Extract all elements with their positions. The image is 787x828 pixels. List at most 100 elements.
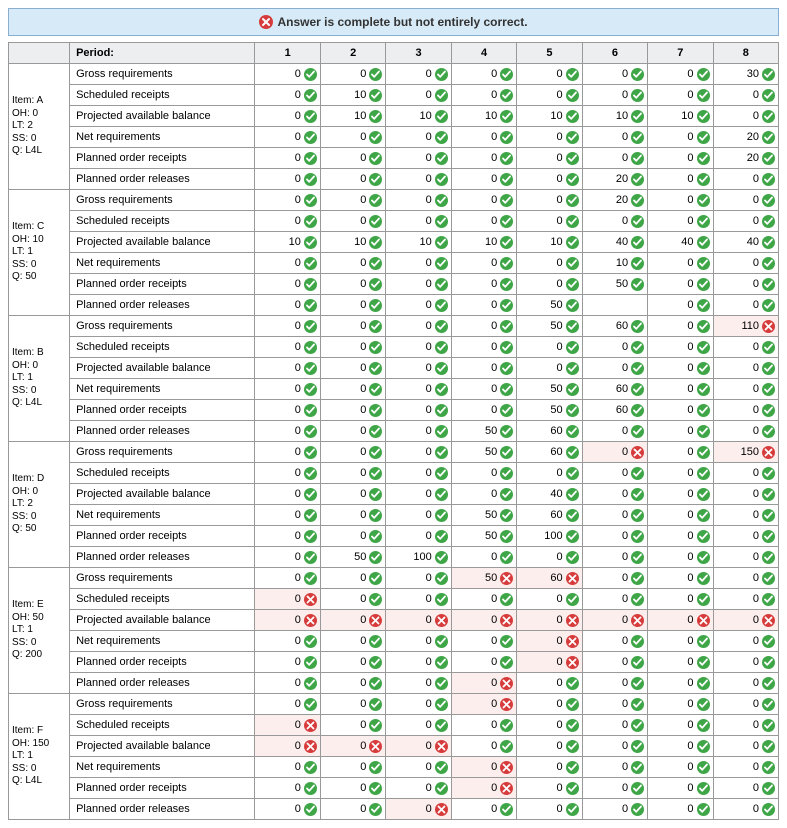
- value-number: 0: [360, 467, 366, 479]
- value-number: 0: [557, 740, 563, 752]
- value-cell: 0: [517, 358, 582, 379]
- value-cell: 0: [386, 148, 451, 169]
- error-icon: [259, 15, 273, 29]
- value-cell: 0: [451, 631, 516, 652]
- value-number: 0: [687, 278, 693, 290]
- check-icon: [631, 236, 644, 249]
- value-number: 0: [687, 404, 693, 416]
- value-cell: 0: [582, 673, 647, 694]
- value-number: 60: [550, 572, 562, 584]
- value-number: 0: [491, 299, 497, 311]
- check-icon: [304, 761, 317, 774]
- row-label: Scheduled receipts: [70, 85, 255, 106]
- check-icon: [566, 173, 579, 186]
- check-icon: [697, 572, 710, 585]
- value-number: 0: [426, 698, 432, 710]
- value-cell: 0: [255, 673, 320, 694]
- value-number: 0: [622, 572, 628, 584]
- value-number: 100: [544, 530, 562, 542]
- check-icon: [500, 740, 513, 753]
- value-cell: 0: [648, 316, 713, 337]
- value-number: 0: [426, 677, 432, 689]
- value-cell: 0: [386, 736, 451, 757]
- value-cell: 0: [320, 568, 385, 589]
- value-number: 0: [622, 740, 628, 752]
- table-row: Net requirements0005060000: [9, 505, 779, 526]
- value-cell: 10: [582, 106, 647, 127]
- value-number: 0: [491, 89, 497, 101]
- check-icon: [697, 131, 710, 144]
- value-number: 0: [295, 698, 301, 710]
- value-number: 0: [687, 719, 693, 731]
- value-cell: 0: [713, 295, 778, 316]
- value-number: 0: [360, 68, 366, 80]
- check-icon: [631, 593, 644, 606]
- cross-icon: [566, 656, 579, 669]
- value-number: 0: [753, 488, 759, 500]
- check-icon: [762, 656, 775, 669]
- value-cell: 20: [713, 148, 778, 169]
- value-number: 0: [295, 635, 301, 647]
- value-number: 60: [616, 404, 628, 416]
- value-number: 0: [753, 803, 759, 815]
- table-row: Planned order releases00005000: [9, 295, 779, 316]
- check-icon: [435, 698, 448, 711]
- check-icon: [762, 677, 775, 690]
- table-row: Projected available balance000040000: [9, 484, 779, 505]
- row-label: Planned order releases: [70, 169, 255, 190]
- value-number: 0: [295, 131, 301, 143]
- value-cell: 0: [451, 379, 516, 400]
- check-icon: [697, 89, 710, 102]
- value-number: 0: [687, 593, 693, 605]
- check-icon: [304, 404, 317, 417]
- value-cell: 0: [255, 799, 320, 820]
- value-number: 0: [687, 635, 693, 647]
- value-cell: 0: [648, 799, 713, 820]
- value-number: 110: [741, 320, 759, 332]
- value-number: 0: [295, 215, 301, 227]
- check-icon: [369, 509, 382, 522]
- check-icon: [369, 551, 382, 564]
- check-icon: [500, 131, 513, 144]
- check-icon: [631, 383, 644, 396]
- value-cell: 0: [648, 127, 713, 148]
- check-icon: [369, 656, 382, 669]
- check-icon: [435, 635, 448, 648]
- check-icon: [566, 257, 579, 270]
- value-cell: 0: [582, 148, 647, 169]
- check-icon: [762, 236, 775, 249]
- value-cell: 40: [582, 232, 647, 253]
- value-number: 0: [622, 656, 628, 668]
- check-icon: [369, 404, 382, 417]
- value-cell: 0: [386, 631, 451, 652]
- value-number: 0: [360, 782, 366, 794]
- value-number: 10: [485, 236, 497, 248]
- check-icon: [369, 719, 382, 732]
- value-cell: 0: [451, 778, 516, 799]
- check-icon: [566, 782, 579, 795]
- cross-icon: [304, 719, 317, 732]
- check-icon: [304, 236, 317, 249]
- value-cell: 10: [451, 232, 516, 253]
- row-label: Scheduled receipts: [70, 211, 255, 232]
- value-number: 0: [753, 740, 759, 752]
- value-number: 0: [687, 131, 693, 143]
- value-number: 0: [687, 383, 693, 395]
- check-icon: [369, 425, 382, 438]
- check-icon: [304, 68, 317, 81]
- value-cell: 0: [320, 757, 385, 778]
- value-number: 0: [491, 257, 497, 269]
- check-icon: [697, 635, 710, 648]
- mrp-grading-panel: Answer is complete but not entirely corr…: [8, 8, 779, 820]
- value-number: 0: [426, 530, 432, 542]
- check-icon: [566, 68, 579, 81]
- check-icon: [304, 677, 317, 690]
- value-cell: 50: [320, 547, 385, 568]
- check-icon: [697, 173, 710, 186]
- value-cell: 0: [386, 673, 451, 694]
- cross-icon: [500, 614, 513, 627]
- value-number: 0: [491, 551, 497, 563]
- value-cell: 0: [451, 547, 516, 568]
- value-cell: 0: [386, 400, 451, 421]
- value-number: 0: [687, 677, 693, 689]
